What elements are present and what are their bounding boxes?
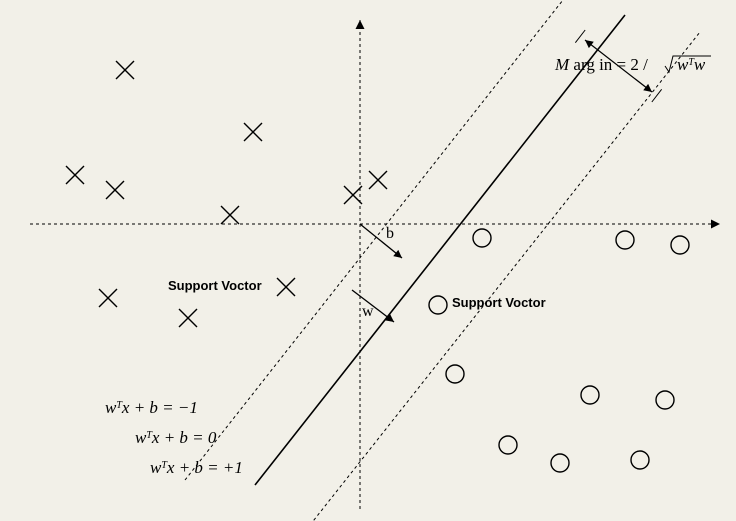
b-label: b xyxy=(386,225,394,242)
margin-formula: M arg in = 2 / xyxy=(554,55,648,74)
w-label: w xyxy=(362,303,374,320)
support-vector-left: Support Voctor xyxy=(168,278,262,293)
support-vector-right: Support Voctor xyxy=(452,295,546,310)
svm-diagram: bwwTx + b = −1wTx + b = 0wTx + b = +1Sup… xyxy=(0,0,736,521)
